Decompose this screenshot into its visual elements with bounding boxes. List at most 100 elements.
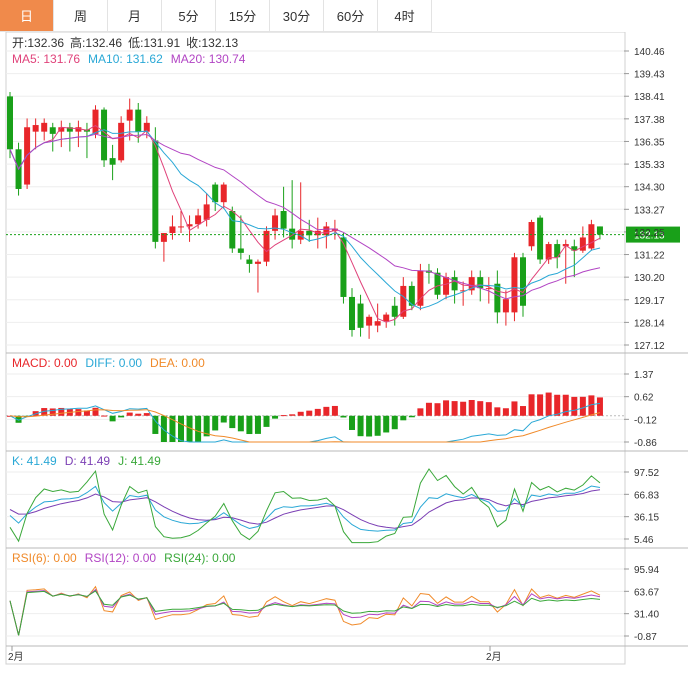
macd-bar-43 — [374, 415, 381, 436]
candle-body-28 — [246, 259, 253, 264]
candle-body-18 — [160, 233, 167, 242]
macd-bar-37 — [323, 406, 330, 416]
candle-body-21 — [186, 224, 193, 227]
candle-body-13 — [118, 122, 125, 161]
macd-bar-48 — [417, 408, 424, 416]
macd-bar-28 — [246, 415, 253, 435]
candle-body-0 — [7, 96, 13, 150]
macd-bar-66 — [571, 396, 578, 416]
rsi-axis-tick-label-0: 95.94 — [634, 565, 659, 576]
ma20-line — [9, 133, 601, 300]
macd-bar-63 — [545, 392, 552, 416]
candle-body-63 — [545, 244, 552, 260]
candle-body-8 — [75, 127, 82, 132]
candle-body-17 — [152, 140, 159, 242]
price-axis-tick-label-4: 136.35 — [634, 137, 665, 148]
candle-body-11 — [101, 109, 108, 161]
info-kdj: K: 41.49 D: 41.49 J: 41.49 — [12, 454, 161, 468]
macd-bar-52 — [451, 401, 458, 416]
d-line — [9, 489, 601, 529]
candle-body-27 — [237, 248, 244, 253]
macd-bar-13 — [118, 415, 125, 418]
macd-bar-60 — [520, 406, 526, 416]
candle-body-50 — [434, 272, 441, 295]
macd-bar-18 — [160, 415, 167, 442]
macd-axis-tick-label-2: -0.12 — [634, 415, 657, 426]
macd-bar-22 — [195, 415, 202, 442]
macd-bar-49 — [425, 402, 432, 416]
macd-bar-45 — [391, 415, 398, 430]
macd-bar-15 — [135, 413, 142, 416]
candle-body-7 — [66, 127, 73, 132]
k-line — [9, 485, 601, 532]
macd-bar-11 — [101, 415, 108, 417]
macd-bar-54 — [468, 399, 475, 416]
time-label-1: 2月 — [486, 651, 502, 663]
tab-7[interactable]: 4时 — [378, 0, 432, 32]
macd-bar-51 — [443, 400, 450, 416]
macd-bar-6 — [58, 407, 65, 416]
candle-body-47 — [408, 285, 415, 306]
candle-body-55 — [477, 277, 484, 289]
rsi-axis-tick-label-3: -0.87 — [634, 632, 657, 643]
candle-body-6 — [58, 127, 65, 132]
dea-line — [9, 409, 601, 443]
macd-axis-tick-label-3: -0.86 — [634, 438, 657, 449]
macd-bar-16 — [143, 413, 150, 416]
kdj-axis-tick-label-2: 36.15 — [634, 513, 659, 524]
rsi-axis-tick-label-1: 63.67 — [634, 587, 659, 598]
candle-body-23 — [203, 204, 210, 220]
macd-bar-44 — [383, 415, 390, 433]
candle-body-25 — [220, 184, 227, 203]
macd-bar-1 — [15, 415, 22, 423]
macd-bar-47 — [408, 415, 415, 418]
macd-bar-21 — [186, 415, 193, 442]
tab-5[interactable]: 30分 — [270, 0, 324, 32]
tab-2[interactable]: 月 — [108, 0, 162, 32]
tab-1[interactable]: 周 — [54, 0, 108, 32]
macd-bar-9 — [83, 410, 90, 416]
tab-0[interactable]: 日 — [0, 0, 54, 32]
candle-body-37 — [323, 226, 330, 236]
macd-bar-34 — [297, 411, 304, 416]
tab-6[interactable]: 60分 — [324, 0, 378, 32]
candle-body-40 — [349, 296, 355, 331]
price-axis-tick-label-10: 130.20 — [634, 273, 665, 284]
candle-body-4 — [41, 122, 48, 132]
candle-body-52 — [451, 277, 458, 291]
macd-bar-50 — [434, 403, 441, 416]
macd-bar-62 — [537, 394, 544, 416]
kdj-axis-tick-label-0: 97.52 — [634, 468, 659, 479]
macd-bar-69 — [596, 397, 603, 416]
ma10-line — [9, 129, 601, 310]
time-label-0: 2月 — [8, 651, 24, 663]
macd-bar-41 — [357, 415, 364, 437]
macd-bar-33 — [289, 414, 296, 416]
macd-bar-64 — [554, 394, 561, 416]
macd-bar-61 — [528, 394, 535, 416]
candle-body-42 — [366, 316, 373, 326]
candle-body-41 — [357, 303, 364, 328]
price-axis-tick-label-6: 134.30 — [634, 183, 665, 194]
rsi6-line — [9, 585, 601, 636]
price-axis-tick-label-1: 139.43 — [634, 70, 665, 81]
price-axis-tick-label-2: 138.41 — [634, 92, 665, 103]
macd-bar-53 — [460, 401, 467, 416]
macd-bar-56 — [485, 402, 492, 416]
chart-area: 132.13 140.46 139.43 138.41 137.38 136.35 135… — [0, 31, 688, 675]
candle-body-44 — [383, 314, 390, 322]
candle-body-48 — [417, 270, 424, 306]
tab-3[interactable]: 5分 — [162, 0, 216, 32]
period-tabs: 日周月 5分 15分 30分 60分 4时 — [0, 0, 688, 32]
macd-bar-30 — [263, 415, 270, 427]
candle-body-67 — [579, 237, 586, 251]
macd-bar-67 — [579, 396, 586, 416]
macd-bar-4 — [41, 408, 48, 416]
macd-bar-19 — [169, 415, 176, 442]
price-axis-tick-label-13: 127.12 — [634, 341, 665, 352]
candle-body-45 — [391, 305, 398, 317]
candle-body-46 — [400, 285, 407, 317]
candle-body-53 — [460, 290, 467, 292]
tab-4[interactable]: 15分 — [216, 0, 270, 32]
info-rsi: RSI(6): 0.00 RSI(12): 0.00 RSI(24): 0.00 — [12, 551, 236, 565]
